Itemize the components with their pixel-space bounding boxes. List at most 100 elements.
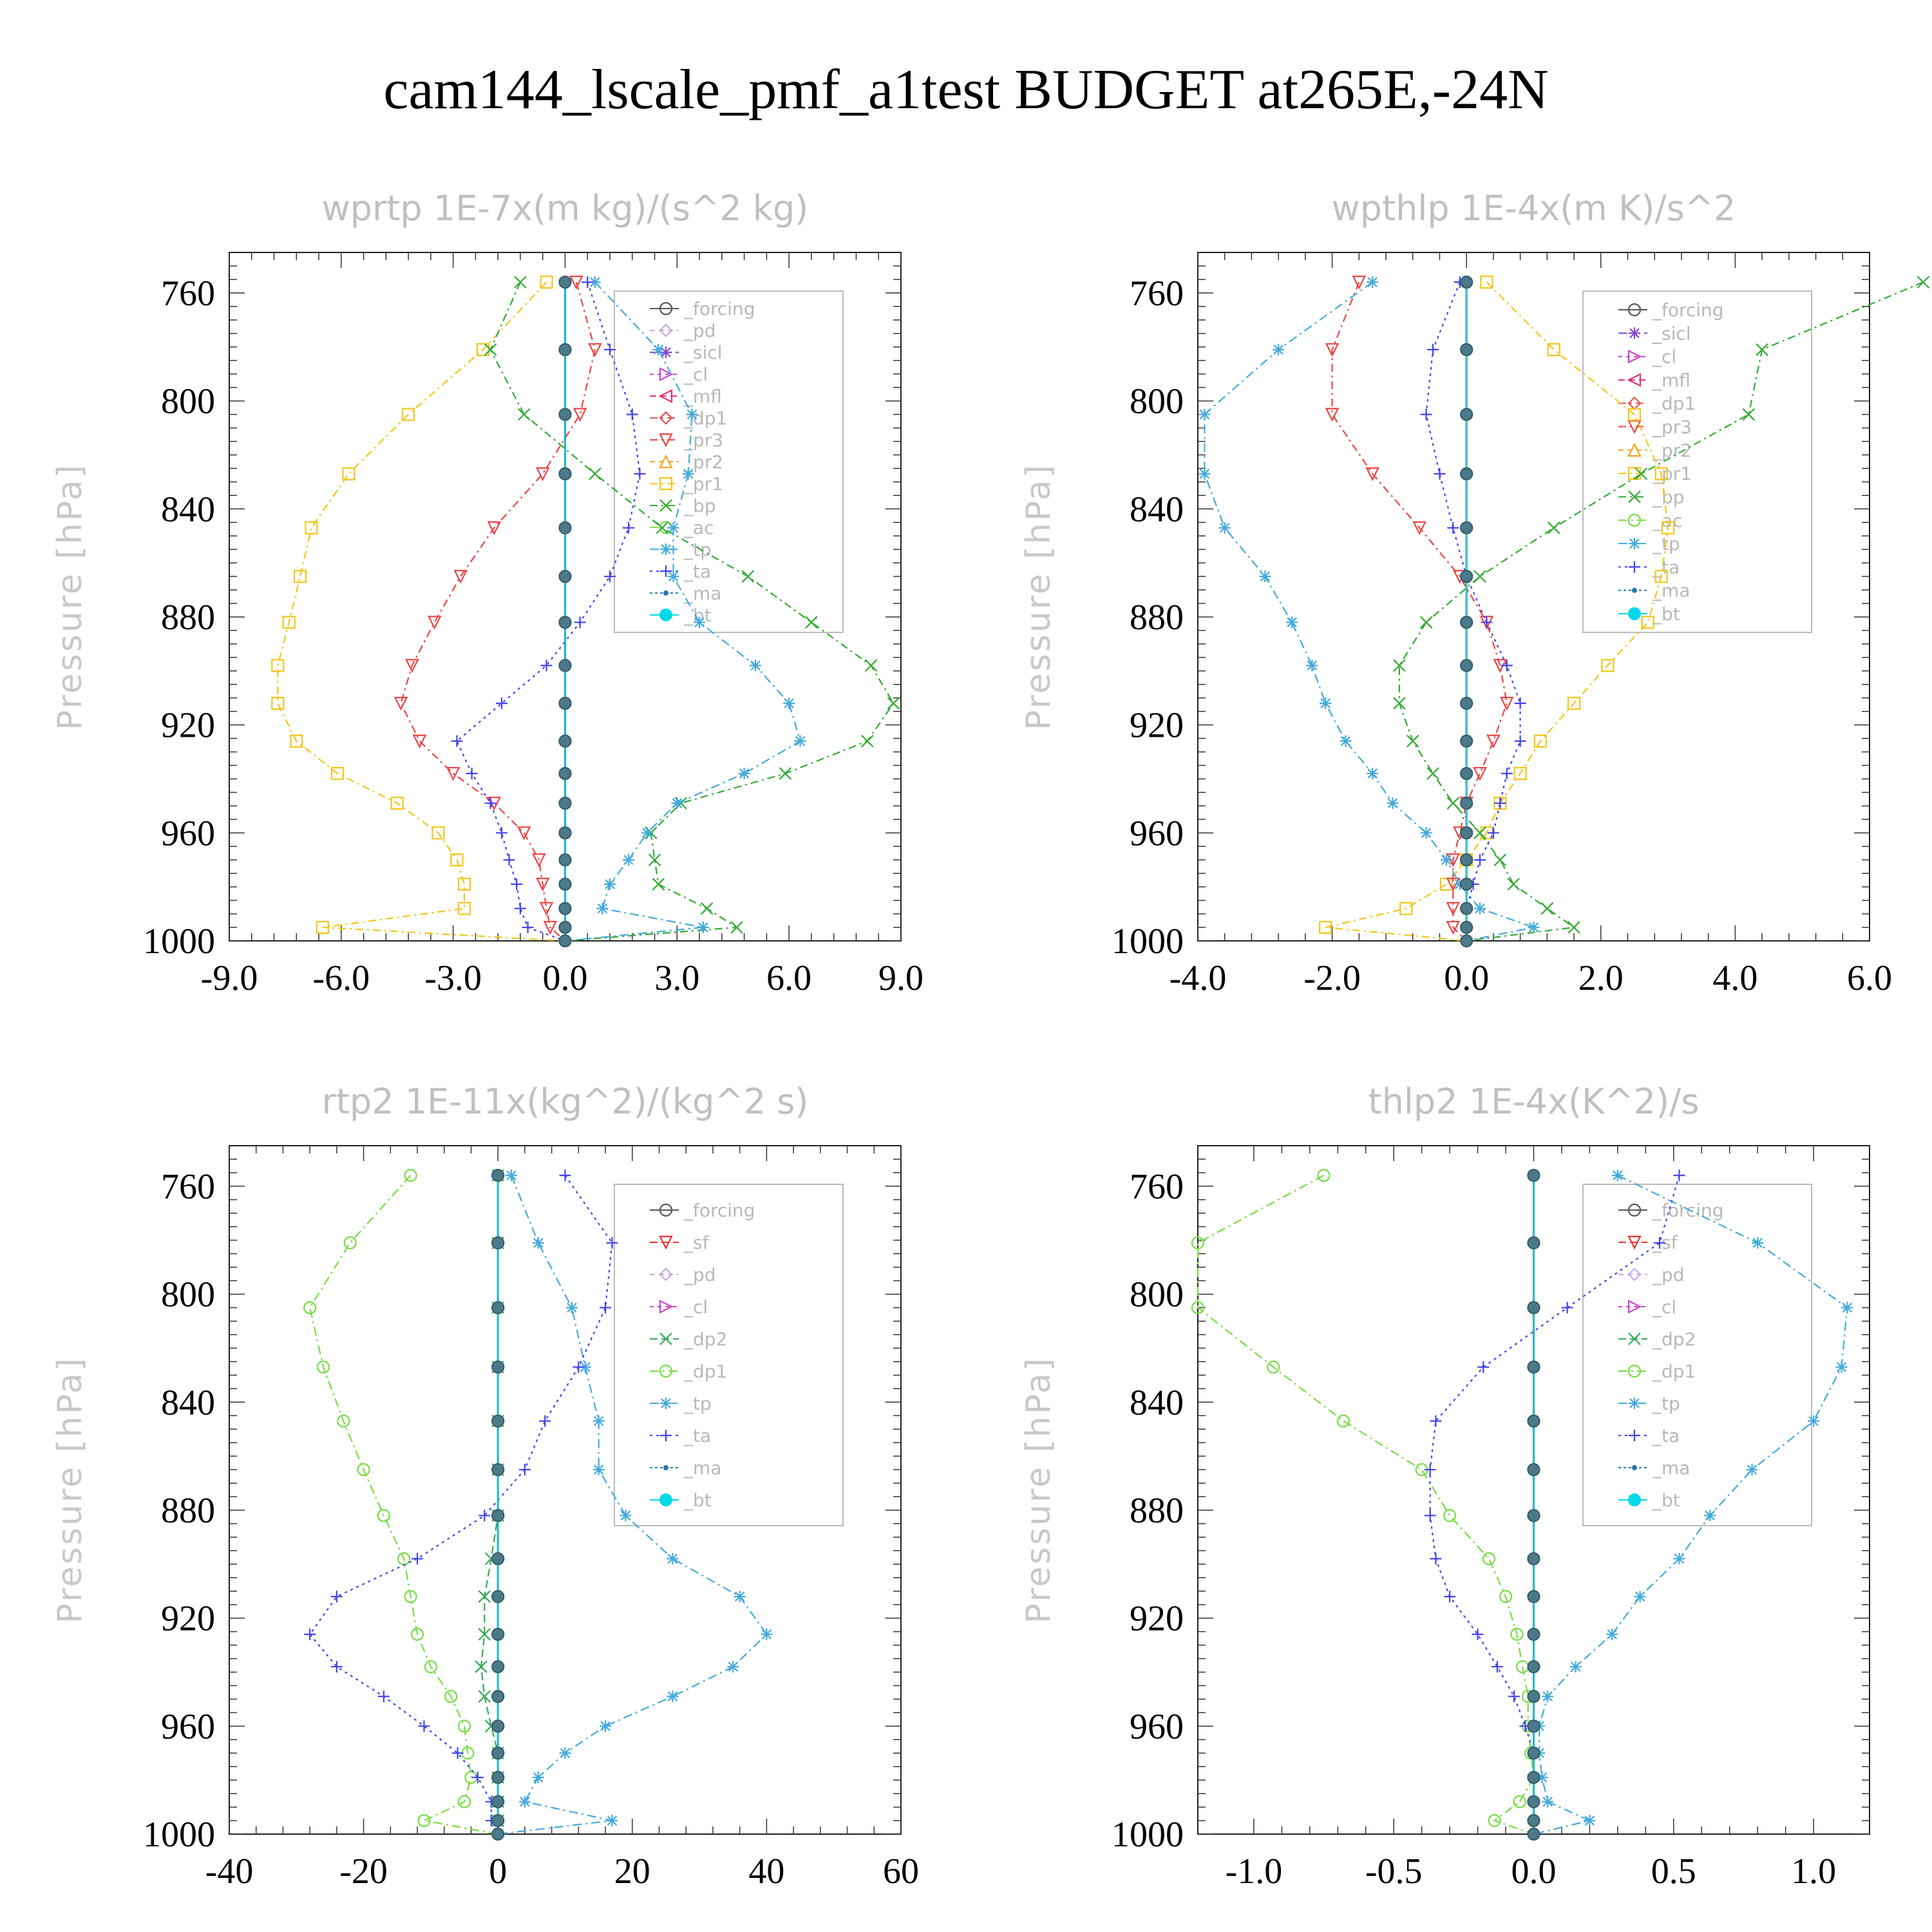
zero-marker — [491, 1169, 505, 1182]
y-tick-label: 760 — [161, 1167, 215, 1207]
data-point — [559, 1747, 571, 1759]
zero-marker — [558, 343, 572, 356]
x-tick-label: -40 — [205, 1852, 254, 1891]
legend-marker — [1629, 561, 1640, 573]
panel-1: wprtp 1E-7x(m kg)/(s^2 kg) Pressure [hPa]… — [51, 188, 923, 998]
data-point — [471, 1771, 484, 1783]
data-point — [1528, 922, 1540, 934]
legend-entry: _dp2 — [1652, 1329, 1696, 1350]
data-point — [444, 1690, 458, 1703]
data-point — [1584, 1815, 1596, 1827]
legend-marker — [660, 1430, 672, 1441]
data-point — [1654, 569, 1668, 583]
zero-marker — [558, 877, 572, 891]
data-point — [1325, 343, 1340, 357]
data-point — [1446, 797, 1460, 810]
legend-marker — [660, 1397, 672, 1409]
legend-marker — [1627, 1203, 1642, 1217]
data-point — [730, 921, 743, 934]
legend-entry: _cl — [1652, 1296, 1676, 1318]
legend-marker — [660, 543, 672, 555]
legend-entry: _forcing — [1652, 1200, 1724, 1221]
legend-marker — [1628, 1332, 1641, 1345]
data-point — [393, 696, 408, 711]
data-point — [446, 766, 460, 781]
data-point — [682, 468, 694, 480]
data-point — [1198, 408, 1211, 421]
x-tick-label: 2.0 — [1578, 958, 1624, 998]
y-axis-label: Pressure [hPa] — [1019, 1356, 1058, 1624]
data-point — [1393, 697, 1406, 710]
data-point — [1480, 276, 1493, 289]
data-point — [741, 570, 755, 583]
data-point — [738, 768, 750, 780]
data-point — [794, 735, 806, 747]
data-point — [1492, 1661, 1503, 1673]
data-point — [1835, 1361, 1848, 1373]
data-point — [1501, 659, 1513, 672]
data-point — [1367, 768, 1379, 780]
zero-marker — [1460, 467, 1473, 480]
y-axis-label: Pressure [hPa] — [1019, 463, 1058, 730]
data-point — [343, 1236, 357, 1250]
legend-marker — [1629, 538, 1640, 550]
legend-entry: _bt — [1652, 603, 1680, 625]
legend-box — [614, 290, 844, 633]
data-point — [1508, 1690, 1520, 1703]
y-tick-label: 800 — [161, 382, 215, 422]
legend-entry: _tp — [1652, 1393, 1680, 1414]
data-point — [734, 1591, 746, 1603]
data-point — [667, 1553, 679, 1565]
data-point — [1634, 467, 1648, 480]
legend-marker — [663, 590, 668, 596]
x-tick-label: 3.0 — [654, 958, 699, 998]
series-line — [309, 1175, 498, 1835]
series_tp — [1198, 276, 1540, 942]
zero-marker — [1460, 853, 1473, 867]
legend-marker — [1627, 373, 1642, 387]
data-point — [1569, 1661, 1582, 1673]
zero-marker — [1460, 616, 1473, 629]
x-tick-label: -0.5 — [1365, 1852, 1423, 1891]
data-point — [1514, 697, 1526, 710]
data-point — [1306, 659, 1318, 672]
data-point — [290, 734, 303, 748]
legend-entry: _bt — [683, 1490, 712, 1511]
series_ta — [1420, 276, 1526, 941]
data-point — [484, 797, 497, 810]
data-point — [377, 1690, 390, 1703]
legend-entry: _mfl — [683, 386, 722, 407]
legend-entry: _forcing — [683, 298, 755, 319]
data-point — [667, 1690, 679, 1703]
zero-marker — [491, 1509, 505, 1522]
data-point — [451, 735, 463, 747]
legend-marker — [659, 1493, 672, 1506]
data-point — [1486, 734, 1501, 749]
legend-entry: _dp1 — [1652, 1361, 1696, 1382]
legend-marker — [1632, 587, 1637, 593]
legend-marker — [659, 1332, 672, 1345]
data-point — [316, 920, 329, 934]
data-point — [1746, 1464, 1758, 1476]
zero-line-markers — [491, 1169, 505, 1841]
data-point — [1430, 1415, 1442, 1427]
data-point — [503, 854, 515, 866]
zero-marker — [558, 767, 572, 781]
legend-marker — [663, 1465, 668, 1470]
zero-marker — [491, 1552, 505, 1566]
legend-marker — [659, 323, 673, 337]
data-point — [1387, 797, 1399, 810]
data-point — [476, 343, 490, 357]
legend-entry: _dp2 — [683, 1329, 727, 1350]
data-point — [450, 853, 464, 867]
series_bt — [558, 276, 572, 947]
series_bp — [1393, 276, 1930, 942]
zero-marker — [491, 1590, 505, 1604]
data-point — [1507, 878, 1520, 891]
data-point — [1439, 877, 1454, 891]
legend-entry: _pd — [1652, 1264, 1685, 1285]
data-point — [522, 922, 534, 934]
zero-marker — [491, 1690, 505, 1703]
legend-entry: _forcing — [1652, 299, 1724, 321]
